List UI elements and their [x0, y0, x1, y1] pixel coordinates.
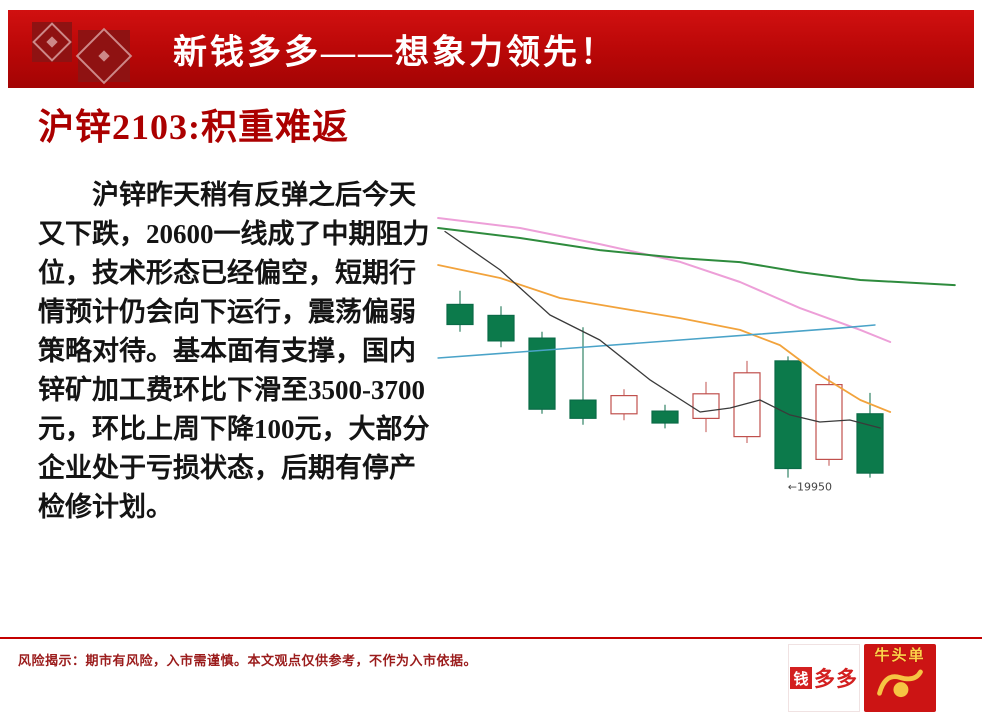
- ornament-square-icon: [32, 22, 72, 62]
- banner-ornament-icon: [30, 18, 146, 82]
- niutoudan-logo: 牛头单: [864, 644, 936, 712]
- risk-disclaimer: 风险揭示：期市有风险，入市需谨慎。本文观点仅供参考，不作为入市依据。: [18, 653, 478, 668]
- niutoudan-logo-text: 牛头单: [874, 648, 926, 664]
- candlestick-chart: ←19950: [435, 195, 960, 505]
- banner-title: 新钱多多——想象力领先！: [173, 34, 617, 72]
- svg-text:←19950: ←19950: [788, 480, 832, 493]
- qianduoduo-logo-text: 多多: [814, 667, 858, 691]
- ornament-square-icon: [78, 30, 130, 82]
- analysis-paragraph: 沪锌昨天稍有反弹之后今天 又下跌，20600一线成了中期阻力 位，技术形态已经偏…: [38, 180, 430, 522]
- candlestick-chart-svg: ←19950: [437, 217, 956, 493]
- page-title: 沪锌2103:积重难返: [38, 107, 349, 147]
- qianduoduo-logo: 钱 多多: [788, 644, 860, 712]
- footer-divider: [0, 637, 982, 639]
- header-banner: 新钱多多——想象力领先！: [8, 10, 974, 88]
- qian-box-icon: 钱: [790, 667, 812, 689]
- ox-icon: [877, 669, 923, 698]
